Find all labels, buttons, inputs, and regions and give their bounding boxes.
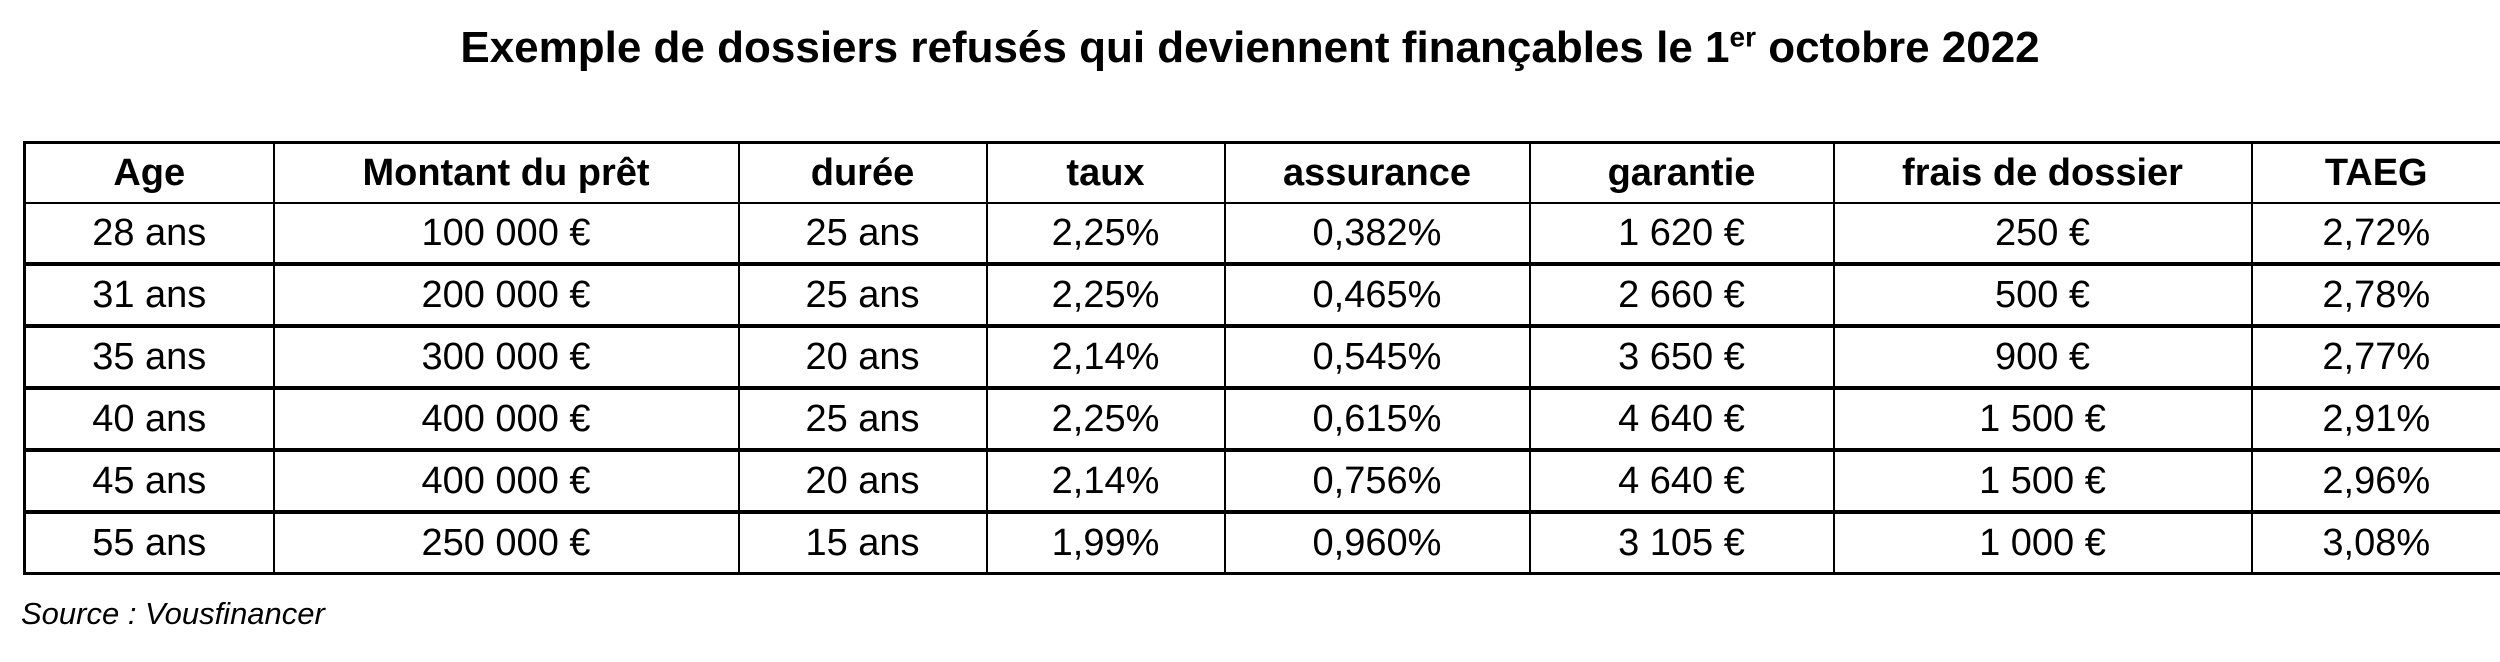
cell-montant: 400 000 € <box>272 448 740 513</box>
header-age: Age <box>23 141 275 204</box>
cell-frais: 500 € <box>1832 262 2253 327</box>
header-garantie: garantie <box>1528 141 1835 204</box>
cell-montant: 200 000 € <box>272 262 740 327</box>
cell-taux: 2,25% <box>985 262 1226 327</box>
cell-taeg: 3,08% <box>2250 510 2500 575</box>
table-row: 55 ans 250 000 € 15 ans 1,99% 0,960% 3 1… <box>23 510 2500 575</box>
cell-frais: 250 € <box>1832 202 2253 265</box>
source-caption: Source : Vousfinancer <box>21 596 325 631</box>
cell-montant: 300 000 € <box>272 324 740 389</box>
cell-garantie: 2 660 € <box>1528 262 1835 327</box>
cell-age: 31 ans <box>23 262 275 327</box>
cell-duree: 20 ans <box>737 448 988 513</box>
header-taux: taux <box>985 141 1226 204</box>
cell-taeg: 2,72% <box>2250 202 2500 265</box>
cell-montant: 400 000 € <box>272 386 740 451</box>
cell-taux: 2,14% <box>985 448 1226 513</box>
table-row: 31 ans 200 000 € 25 ans 2,25% 0,465% 2 6… <box>23 262 2500 327</box>
cell-montant: 250 000 € <box>272 510 740 575</box>
cell-taeg: 2,77% <box>2250 324 2500 389</box>
cell-assurance: 0,615% <box>1223 386 1531 451</box>
header-duree: durée <box>737 141 988 204</box>
cell-assurance: 0,960% <box>1223 510 1531 575</box>
cell-age: 28 ans <box>23 202 275 265</box>
cell-taeg: 2,91% <box>2250 386 2500 451</box>
cell-age: 55 ans <box>23 510 275 575</box>
cell-assurance: 0,465% <box>1223 262 1531 327</box>
cell-assurance: 0,756% <box>1223 448 1531 513</box>
title-text-after: octobre 2022 <box>1755 23 2040 72</box>
cell-age: 45 ans <box>23 448 275 513</box>
cell-duree: 25 ans <box>737 202 988 265</box>
cell-montant: 100 000 € <box>272 202 740 265</box>
cell-duree: 20 ans <box>737 324 988 389</box>
title-superscript: er <box>1729 21 1756 53</box>
header-montant: Montant du prêt <box>272 141 740 204</box>
header-frais: frais de dossier <box>1832 141 2253 204</box>
header-assurance: assurance <box>1223 141 1531 204</box>
table-row: 45 ans 400 000 € 20 ans 2,14% 0,756% 4 6… <box>23 448 2500 513</box>
cell-garantie: 3 650 € <box>1528 324 1835 389</box>
cell-garantie: 4 640 € <box>1528 386 1835 451</box>
cell-taux: 2,25% <box>985 202 1226 265</box>
cell-taux: 2,14% <box>985 324 1226 389</box>
table-header-row: Age Montant du prêt durée taux assurance… <box>23 141 2500 204</box>
cell-taeg: 2,78% <box>2250 262 2500 327</box>
cell-frais: 1 000 € <box>1832 510 2253 575</box>
table-row: 28 ans 100 000 € 25 ans 2,25% 0,382% 1 6… <box>23 202 2500 265</box>
cell-frais: 1 500 € <box>1832 448 2253 513</box>
cell-assurance: 0,545% <box>1223 324 1531 389</box>
table-row: 40 ans 400 000 € 25 ans 2,25% 0,615% 4 6… <box>23 386 2500 451</box>
cell-taeg: 2,96% <box>2250 448 2500 513</box>
page-title: Exemple de dossiers refusés qui devienne… <box>0 18 2500 78</box>
cell-age: 40 ans <box>23 386 275 451</box>
cell-assurance: 0,382% <box>1223 202 1531 265</box>
cell-frais: 1 500 € <box>1832 386 2253 451</box>
header-taeg: TAEG <box>2250 141 2500 204</box>
loan-table: Age Montant du prêt durée taux assurance… <box>23 141 2500 575</box>
table-row: 35 ans 300 000 € 20 ans 2,14% 0,545% 3 6… <box>23 324 2500 389</box>
title-text: Exemple de dossiers refusés qui devienne… <box>460 23 1730 72</box>
cell-frais: 900 € <box>1832 324 2253 389</box>
cell-duree: 15 ans <box>737 510 988 575</box>
cell-taux: 1,99% <box>985 510 1226 575</box>
cell-garantie: 3 105 € <box>1528 510 1835 575</box>
cell-garantie: 1 620 € <box>1528 202 1835 265</box>
cell-duree: 25 ans <box>737 262 988 327</box>
cell-age: 35 ans <box>23 324 275 389</box>
cell-garantie: 4 640 € <box>1528 448 1835 513</box>
cell-taux: 2,25% <box>985 386 1226 451</box>
cell-duree: 25 ans <box>737 386 988 451</box>
